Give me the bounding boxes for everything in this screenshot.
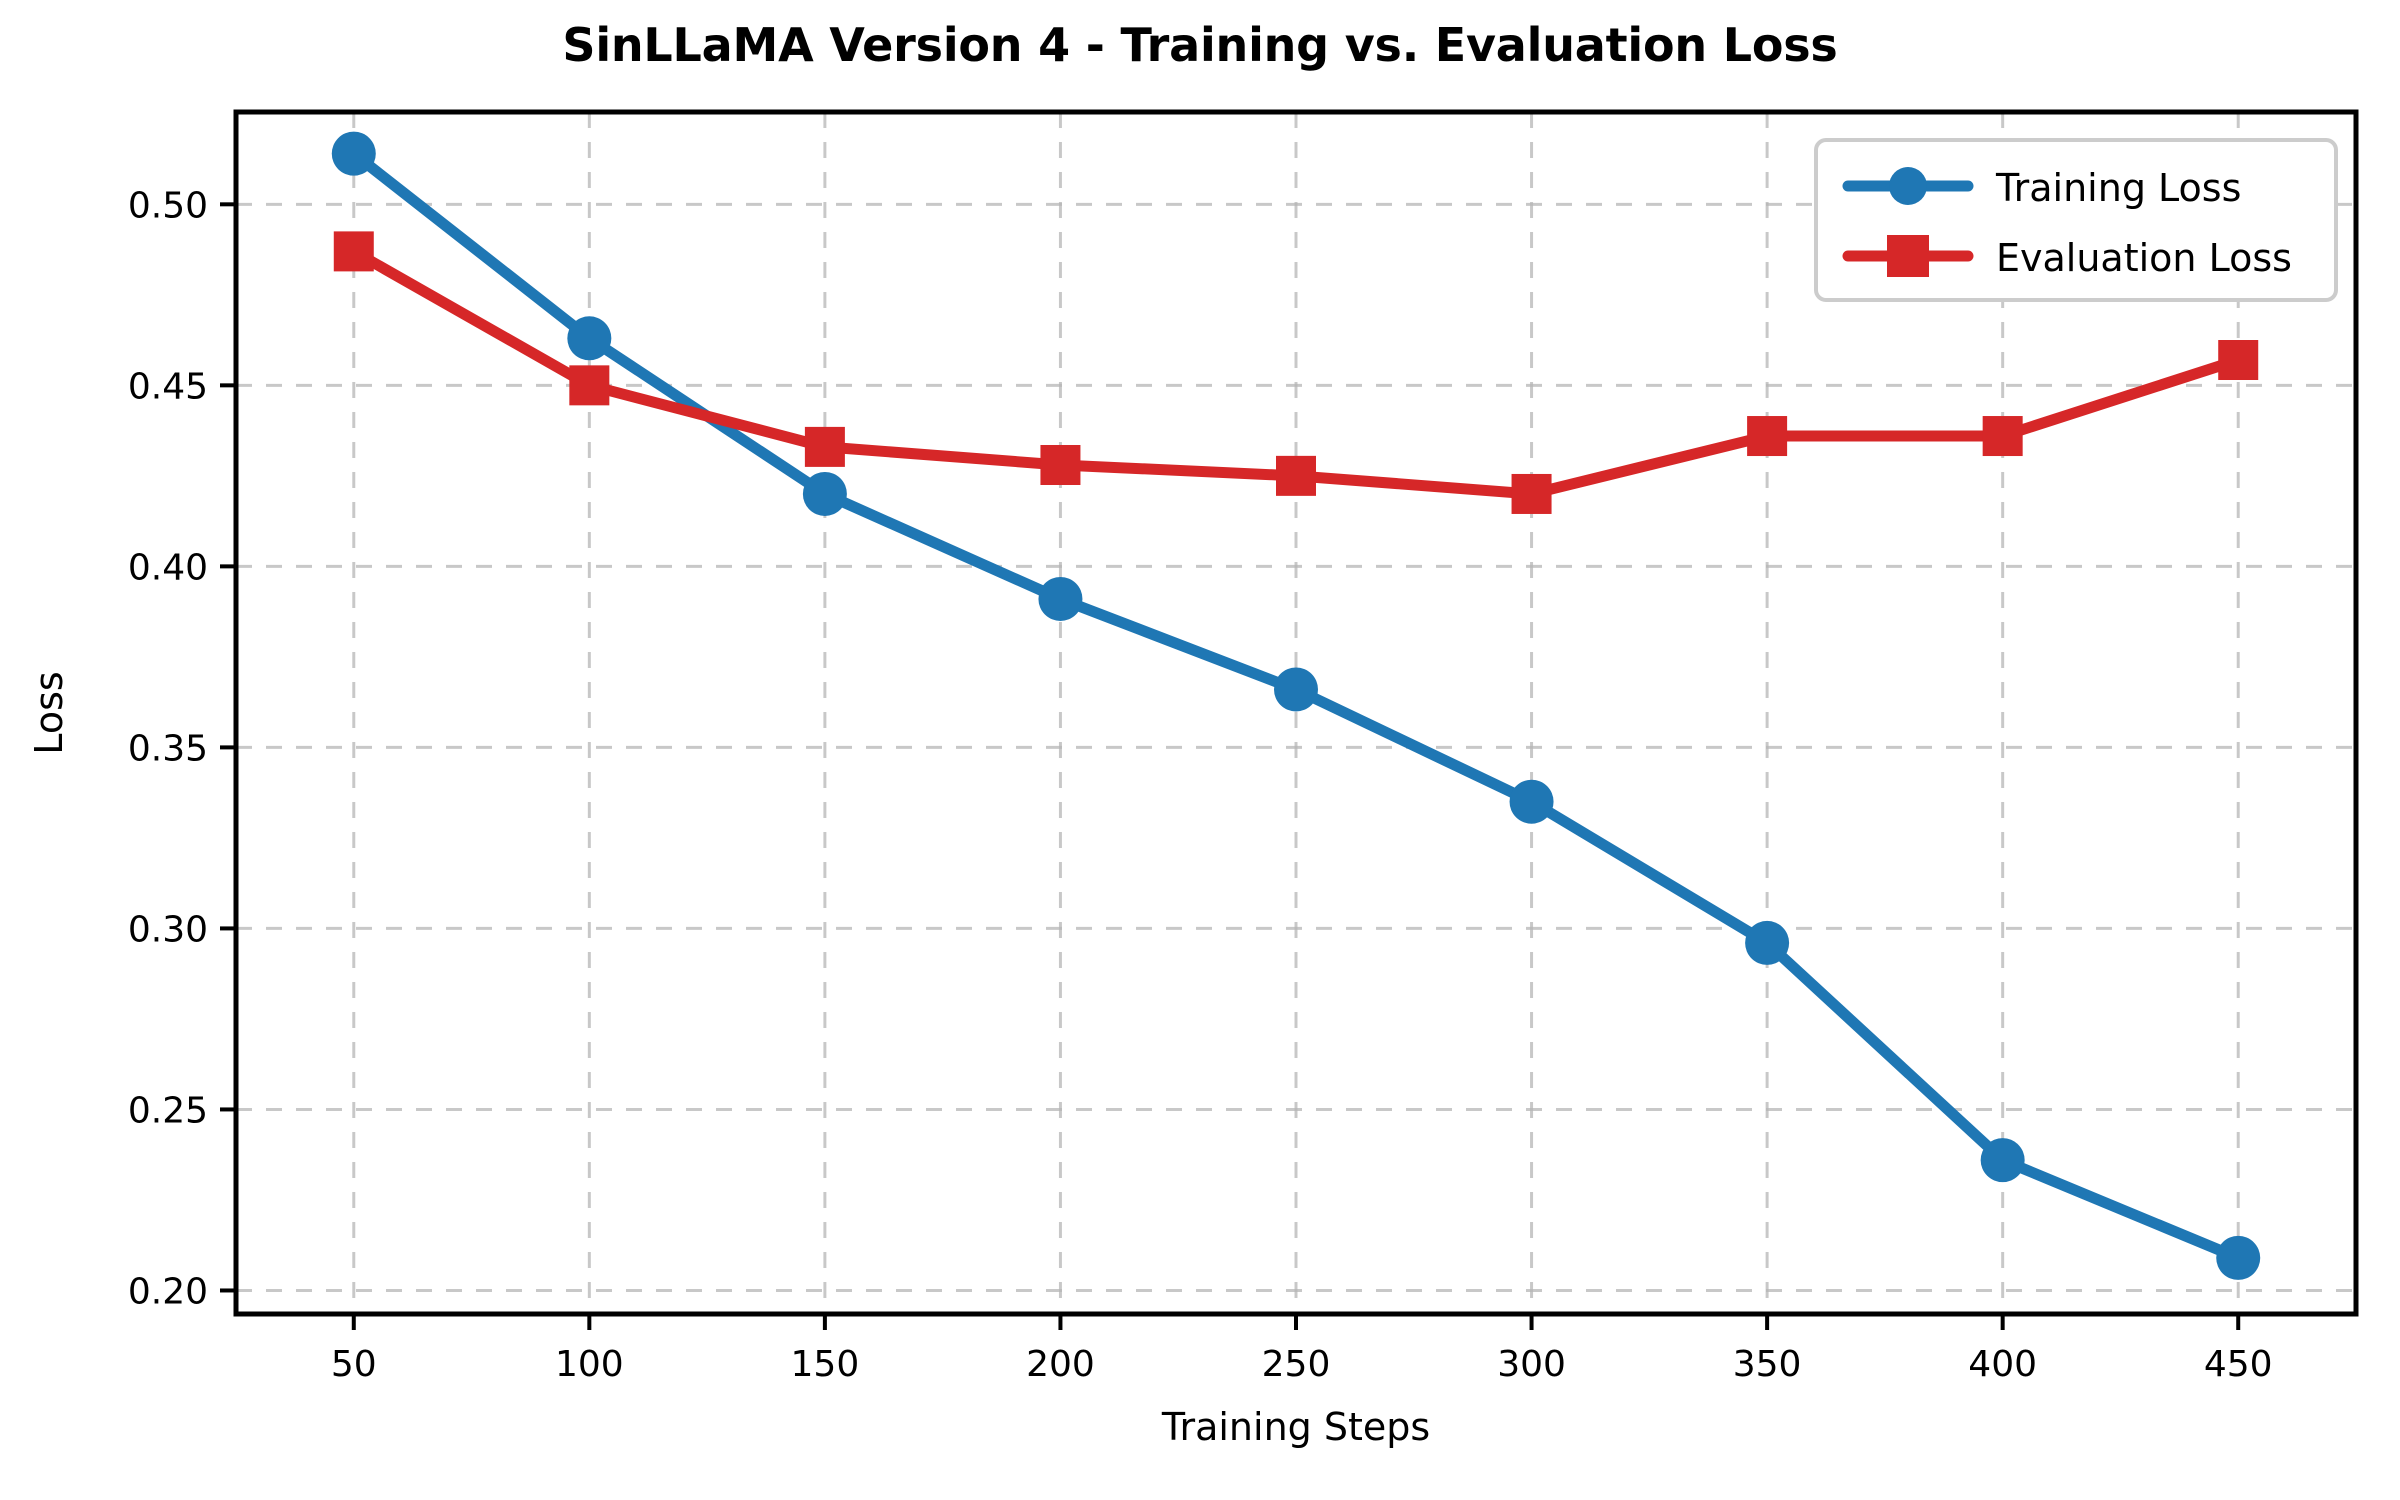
series-layer: [331, 131, 2261, 1280]
x-axis-label: Training Steps: [1161, 1405, 1430, 1449]
y-tick-label: 0.45: [128, 366, 208, 407]
data-point-marker: [1745, 920, 1790, 965]
data-point-marker: [1509, 779, 1554, 824]
data-point-marker: [1038, 576, 1083, 621]
y-tick-label: 0.20: [128, 1271, 208, 1312]
y-tick-label: 0.50: [128, 185, 208, 226]
x-tick-label: 50: [331, 1344, 377, 1385]
data-point-marker: [1747, 416, 1788, 457]
y-axis-label: Loss: [27, 671, 71, 754]
page-title: SinLLaMA Version 4 - Training vs. Evalua…: [562, 18, 1838, 72]
data-point-marker: [1980, 1138, 2025, 1183]
y-tick-label: 0.40: [128, 547, 208, 588]
data-point-marker: [1982, 416, 2023, 457]
x-tick-label: 400: [1968, 1344, 2037, 1385]
legend-item-evaluation-loss[interactable]: Evaluation Loss: [1842, 235, 2292, 280]
x-tick-label: 450: [2204, 1344, 2273, 1385]
data-point-marker: [804, 426, 845, 467]
data-point-marker: [1276, 455, 1316, 496]
data-point-marker: [1040, 444, 1081, 485]
data-point-marker: [1511, 473, 1552, 514]
x-axis-ticks: 50 100 150 200 250 300 350 400 450: [331, 1314, 2273, 1385]
x-tick-label: 300: [1497, 1344, 1566, 1385]
data-point-marker: [333, 231, 374, 272]
x-tick-label: 350: [1733, 1344, 1802, 1385]
data-point-marker: [802, 471, 847, 516]
x-tick-label: 200: [1026, 1344, 1095, 1385]
legend-marker-square-evaluation-loss: [1887, 235, 1929, 277]
legend-label-training-loss: Training Loss: [1995, 166, 2241, 210]
x-tick-label: 250: [1262, 1344, 1331, 1385]
y-tick-label: 0.25: [128, 1090, 208, 1131]
series-training-loss: [331, 131, 2261, 1280]
y-axis-ticks: 0.20 0.25 0.30 0.35 0.40 0.45 0.50: [128, 185, 236, 1312]
vertical-gridlines: [352, 112, 2240, 1314]
data-point-marker: [1274, 667, 1318, 712]
x-tick-label: 100: [555, 1344, 624, 1385]
data-point-marker: [2216, 1235, 2261, 1280]
legend-label-evaluation-loss: Evaluation Loss: [1996, 236, 2292, 280]
x-tick-label: 150: [791, 1344, 860, 1385]
y-tick-label: 0.35: [128, 728, 208, 769]
y-tick-label: 0.30: [128, 909, 208, 950]
legend-item-training-loss[interactable]: Training Loss: [1842, 166, 2241, 210]
legend-marker-circle-training-loss: [1889, 167, 1927, 205]
series-evaluation-loss: [333, 231, 2259, 514]
data-point-marker: [569, 365, 610, 406]
data-point-marker: [2218, 340, 2259, 381]
data-point-marker: [567, 316, 612, 361]
data-point-marker: [331, 131, 376, 176]
chart-legend[interactable]: Training Loss Evaluation Loss: [1814, 138, 2338, 302]
